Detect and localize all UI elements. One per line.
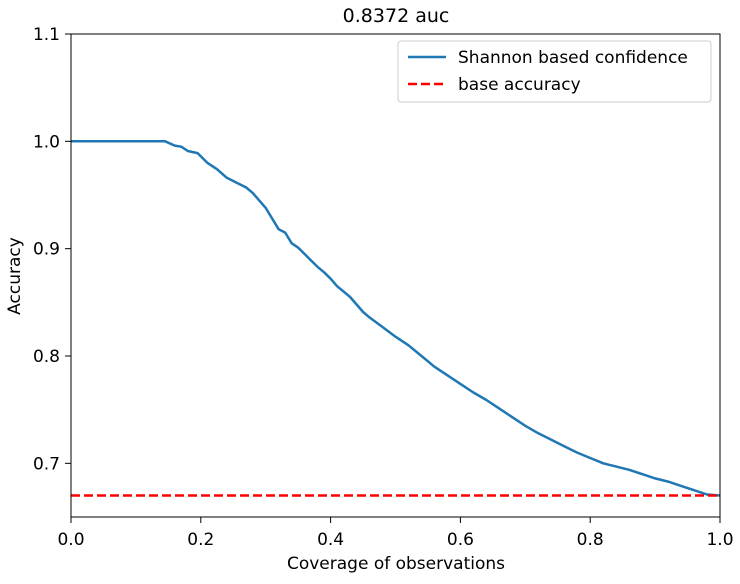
y-axis-ticks: 0.7 0.8 0.9 1.0 1.1	[33, 25, 71, 474]
x-tick-label: 0.8	[577, 530, 604, 550]
y-axis-label: Accuracy	[5, 237, 25, 315]
x-tick-label: 0.2	[187, 530, 214, 550]
y-tick-label: 0.7	[33, 454, 60, 474]
x-tick-label: 0.6	[447, 530, 474, 550]
y-tick-label: 1.0	[33, 132, 60, 152]
x-tick-label: 0.0	[57, 530, 84, 550]
legend-box	[397, 40, 712, 103]
x-axis-ticks: 0.0 0.2 0.4 0.6 0.8 1.0	[57, 517, 734, 550]
series-line-shannon-based-confidence	[71, 140, 721, 497]
y-tick-label: 0.8	[33, 347, 60, 367]
legend-label-shannon: Shannon based confidence	[458, 48, 688, 68]
legend-label-base-accuracy: base accuracy	[458, 75, 581, 95]
y-tick-label: 1.1	[33, 25, 60, 45]
plot-area	[70, 33, 721, 518]
x-tick-label: 0.4	[317, 530, 344, 550]
x-tick-label: 1.0	[706, 530, 733, 550]
axes-frame	[70, 33, 721, 518]
y-tick-label: 0.9	[33, 240, 60, 260]
x-axis-label: Coverage of observations	[287, 554, 505, 574]
legend: Shannon based confidence base accuracy	[397, 40, 712, 103]
chart-title: 0.8372 auc	[343, 5, 450, 27]
